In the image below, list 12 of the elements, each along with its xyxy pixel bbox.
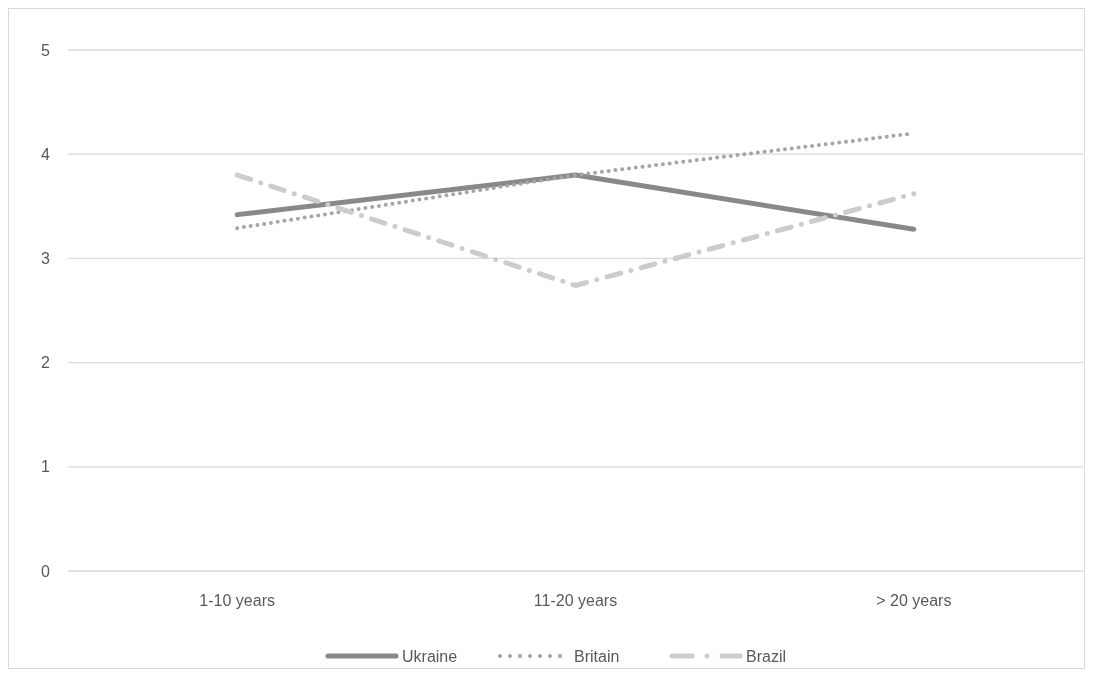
y-tick-label: 0 xyxy=(41,562,51,580)
legend-label: Ukraine xyxy=(402,647,458,665)
x-tick-label: 1-10 years xyxy=(199,592,275,609)
y-tick-label: 2 xyxy=(41,354,51,372)
legend-label: Britain xyxy=(574,647,620,665)
y-tick-label: 3 xyxy=(41,250,51,267)
y-tick-label: 5 xyxy=(41,41,51,59)
x-tick-label: > 20 years xyxy=(876,592,952,609)
legend-label: Brazil xyxy=(746,647,787,665)
y-tick-label: 1 xyxy=(41,458,51,476)
y-tick-label: 4 xyxy=(41,145,51,163)
x-tick-label: 11-20 years xyxy=(533,592,618,609)
